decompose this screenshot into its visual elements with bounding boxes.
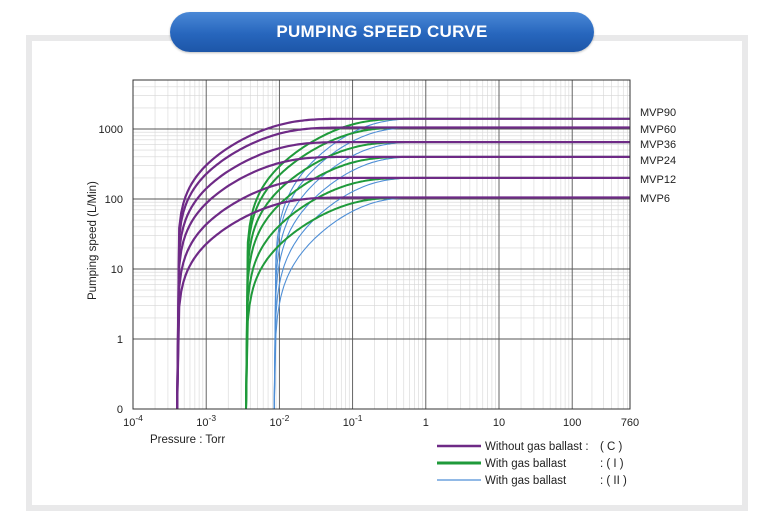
y-tick-label: 10 [111, 264, 123, 276]
y-tick-label: 1 [117, 334, 123, 346]
curve-mvp90-mode-c [176, 117, 630, 410]
legend-code: : ( I ) [600, 458, 624, 470]
legend-label: Without gas ballast : [485, 441, 589, 453]
series-label-mvp90: MVP90 [640, 107, 676, 119]
x-tick-label: 10 [493, 417, 505, 429]
x-tick-label: 10-1 [343, 413, 363, 429]
x-tick-label: 100 [563, 417, 581, 429]
curve-mvp12-mode-c [176, 176, 630, 410]
curve-mvp36-mode-c [176, 141, 630, 410]
curve-mvp60-mode-c [176, 126, 630, 410]
legend-code: : ( II ) [600, 475, 627, 487]
legend: Without gas ballast : ( C ) With gas balla… [437, 441, 627, 487]
x-tick-label: 10-4 [123, 413, 143, 429]
curve-mvp90-mode-ii [273, 118, 630, 410]
y-tick-label: 1000 [99, 124, 123, 136]
legend-label: With gas ballast [485, 458, 567, 470]
x-tick-label: 1 [423, 417, 429, 429]
series-label-mvp24: MVP24 [640, 155, 676, 167]
series-label-mvp36: MVP36 [640, 139, 676, 151]
y-tick-label: 100 [105, 194, 123, 206]
x-axis-title: Pressure : Torr [150, 434, 225, 446]
x-tick-label: 10-2 [269, 413, 289, 429]
x-tick-label: 760 [621, 417, 639, 429]
series-label-mvp60: MVP60 [640, 124, 676, 136]
series-label-mvp12: MVP12 [640, 174, 676, 186]
x-tick-label: 10-3 [196, 413, 216, 429]
legend-label: With gas ballast [485, 475, 567, 487]
curve-mvp24-mode-ii [273, 156, 630, 410]
plot-area-border [132, 79, 631, 410]
curve-mvp24-mode-c [176, 155, 630, 410]
page-title: PUMPING SPEED CURVE [170, 12, 594, 52]
legend-code: ( C ) [600, 441, 623, 453]
curve-mvp6-mode-ii [273, 196, 630, 410]
y-axis-title: Pumping speed (L/Min) [87, 181, 99, 300]
series-label-mvp6: MVP6 [640, 193, 670, 205]
curve-mvp6-mode-c [176, 196, 630, 410]
y-tick-label: 0 [117, 404, 123, 416]
curve-mvp60-mode-ii [273, 126, 630, 410]
